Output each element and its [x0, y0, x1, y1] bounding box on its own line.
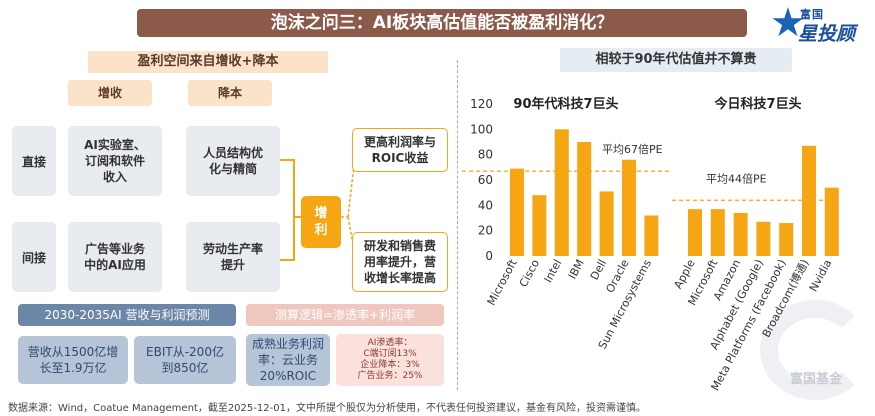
bar-1-6: [824, 187, 839, 256]
page-title: 泡沫之问三：AI板块高估值能否被盈利消化？: [137, 9, 747, 37]
outcome-growth: 研发和销售费 用率提升，营 收增长率提高: [352, 232, 448, 292]
x-tick-label: Intel: [542, 257, 565, 285]
y-tick-label: 100: [470, 122, 493, 136]
cell-indirect-cost: 劳动生产率 提升: [186, 222, 280, 292]
bar-1-3: [756, 221, 771, 256]
bar-0-5: [622, 159, 636, 256]
y-tick-label: 120: [470, 97, 493, 111]
y-tick-label: 40: [478, 198, 493, 212]
divider: [457, 60, 458, 390]
y-tick-label: 60: [478, 173, 493, 187]
y-tick-label: 20: [478, 224, 493, 238]
center-badge-profit: 增利: [301, 196, 341, 248]
logo-top-text: 富国: [800, 8, 824, 21]
row-label-direct: 直接: [12, 126, 56, 196]
bar-0-6: [644, 215, 659, 256]
bar-0-2: [554, 129, 569, 256]
col-header-revenue: 增收: [68, 80, 152, 106]
forecast-margin: 成熟业务利润 率：云业务 20%ROIC: [246, 334, 330, 386]
chart-title-1: 今日科技7巨头: [713, 96, 801, 112]
source-note: 数据来源：Wind，Coatue Management，截至2025-12-01…: [8, 403, 646, 414]
left-section-title: 盈利空间来自增收+降本: [88, 51, 328, 73]
x-tick-label: Nvidia: [807, 257, 835, 294]
watermark-text: 富国基金: [790, 372, 843, 387]
logo: ★ 富国 星投顾: [770, 2, 870, 48]
logic-title: 测算逻辑=渗透率+利润率: [246, 304, 444, 326]
y-tick-label: 0: [485, 249, 493, 263]
outcome-margin: 更高利润率与 ROIC收益: [352, 128, 448, 172]
cell-direct-revenue: AI实验室、 订阅和软件 收入: [68, 126, 162, 196]
chart-title-0: 90年代科技7巨头: [513, 96, 618, 112]
logo-main-text: 星投顾: [798, 23, 856, 45]
cell-indirect-revenue: 广告等业务 中的AI应用: [68, 222, 162, 292]
bar-0-1: [532, 195, 547, 256]
bar-0-3: [577, 142, 592, 256]
average-label-1: 平均44倍PE: [706, 171, 767, 185]
forecast-title: 2030-2035AI 营收与利润预测: [18, 304, 236, 326]
col-header-cost: 降本: [188, 80, 272, 106]
bar-1-1: [710, 209, 725, 256]
y-tick-label: 80: [478, 148, 493, 162]
bar-1-2: [733, 212, 748, 256]
x-tick-label: Dell: [588, 257, 610, 282]
logic-box: AI渗透率： C端订阅13% 企业降本：3% 广告业务：25%: [336, 334, 444, 386]
bar-1-4: [779, 223, 794, 256]
forecast-revenue: 营收从1500亿增 长至1.9万亿: [18, 336, 128, 384]
bar-1-5: [802, 145, 816, 256]
x-tick-label: IBM: [566, 257, 587, 281]
x-tick-label: Microsoft: [485, 257, 520, 308]
bar-1-0: [688, 209, 702, 256]
star-icon: ★: [770, 0, 806, 46]
average-label-0: 平均67倍PE: [602, 142, 663, 156]
x-tick-label: Cisco: [517, 257, 542, 289]
bar-0-0: [510, 168, 524, 256]
row-label-indirect: 间接: [12, 222, 56, 292]
forecast-ebit: EBIT从-200亿 到850亿: [134, 336, 236, 384]
bar-0-4: [599, 191, 614, 256]
chart-header: 相较于90年代估值并不算贵: [560, 48, 792, 72]
cell-direct-cost: 人员结构优 化与精简: [186, 126, 280, 196]
